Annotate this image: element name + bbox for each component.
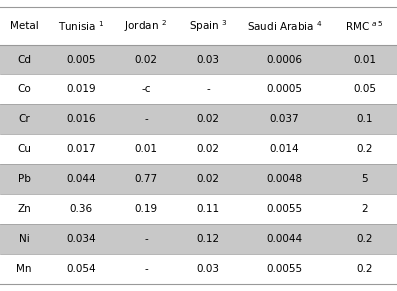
Text: 0.03: 0.03 — [197, 54, 220, 65]
Text: 0.36: 0.36 — [69, 204, 93, 214]
Text: Pb: Pb — [18, 174, 31, 184]
Text: 0.0055: 0.0055 — [266, 264, 303, 274]
Text: 0.0005: 0.0005 — [267, 84, 303, 95]
Text: 0.77: 0.77 — [135, 174, 158, 184]
Bar — [0, 7, 397, 45]
Text: 0.0048: 0.0048 — [266, 174, 303, 184]
Text: 0.005: 0.005 — [66, 54, 96, 65]
Text: 0.017: 0.017 — [66, 144, 96, 155]
Text: 0.05: 0.05 — [353, 84, 376, 95]
Bar — [0, 254, 397, 284]
Text: 0.014: 0.014 — [270, 144, 299, 155]
Text: 0.19: 0.19 — [135, 204, 158, 214]
Text: Spain $^{3}$: Spain $^{3}$ — [189, 18, 227, 33]
Text: Saudi Arabia $^{4}$: Saudi Arabia $^{4}$ — [247, 19, 322, 33]
Text: 0.01: 0.01 — [135, 144, 158, 155]
Text: 0.2: 0.2 — [356, 144, 373, 155]
Text: 0.044: 0.044 — [66, 174, 96, 184]
Text: Jordan $^{2}$: Jordan $^{2}$ — [125, 18, 168, 33]
Text: Mn: Mn — [16, 264, 32, 274]
Text: 0.02: 0.02 — [197, 114, 220, 125]
Text: 0.2: 0.2 — [356, 234, 373, 244]
Text: 0.1: 0.1 — [356, 114, 373, 125]
Bar — [0, 104, 397, 134]
Text: -: - — [206, 84, 210, 95]
Text: 0.02: 0.02 — [197, 174, 220, 184]
Text: 0.03: 0.03 — [197, 264, 220, 274]
Text: -: - — [144, 264, 148, 274]
Text: 2: 2 — [361, 204, 368, 214]
Text: -: - — [144, 114, 148, 125]
Text: Cu: Cu — [17, 144, 31, 155]
Text: Ni: Ni — [19, 234, 29, 244]
Text: 0.0006: 0.0006 — [267, 54, 303, 65]
Text: 5: 5 — [361, 174, 368, 184]
Text: 0.016: 0.016 — [66, 114, 96, 125]
Text: RMC $^{a\,5}$: RMC $^{a\,5}$ — [345, 19, 384, 33]
Text: 0.02: 0.02 — [197, 144, 220, 155]
Text: 0.01: 0.01 — [353, 54, 376, 65]
Bar — [0, 194, 397, 224]
Text: Metal: Metal — [10, 21, 39, 31]
Text: 0.0055: 0.0055 — [266, 204, 303, 214]
Text: 0.0044: 0.0044 — [266, 234, 303, 244]
Text: 0.02: 0.02 — [135, 54, 158, 65]
Text: -c: -c — [141, 84, 151, 95]
Text: Tunisia $^{1}$: Tunisia $^{1}$ — [58, 19, 104, 33]
Bar — [0, 164, 397, 194]
Text: -: - — [144, 234, 148, 244]
Text: Cr: Cr — [18, 114, 30, 125]
Text: Co: Co — [17, 84, 31, 95]
Text: Cd: Cd — [17, 54, 31, 65]
Text: 0.2: 0.2 — [356, 264, 373, 274]
Bar — [0, 45, 397, 74]
Bar — [0, 224, 397, 254]
Bar — [0, 74, 397, 104]
Text: 0.054: 0.054 — [66, 264, 96, 274]
Text: 0.037: 0.037 — [270, 114, 299, 125]
Bar — [0, 134, 397, 164]
Text: 0.12: 0.12 — [197, 234, 220, 244]
Text: Zn: Zn — [17, 204, 31, 214]
Text: 0.034: 0.034 — [66, 234, 96, 244]
Text: 0.019: 0.019 — [66, 84, 96, 95]
Text: 0.11: 0.11 — [197, 204, 220, 214]
